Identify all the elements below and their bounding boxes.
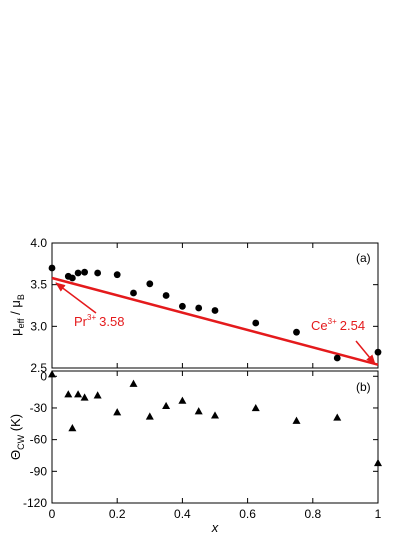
panel-b-data-point — [80, 393, 89, 401]
panel-a-data-point — [74, 269, 82, 277]
pr-annotation: Pr3+ 3.58 — [74, 313, 124, 329]
panel-b-data-point — [162, 401, 171, 410]
panel-a-data-point — [252, 319, 260, 327]
reference-line — [51, 276, 379, 366]
panel-b-x-tick-label: 1 — [375, 507, 382, 521]
panel-a-data-point — [146, 280, 154, 288]
panel-a-frame — [51, 242, 379, 369]
panel-b-y-tick-label: -60 — [30, 433, 48, 447]
panel-b-points — [48, 370, 382, 467]
panel-a-data-point — [68, 274, 76, 282]
panel-b-data-point — [194, 407, 203, 415]
panel-b-x-tick-label: 0.2 — [109, 507, 126, 521]
panel-b-data-point — [74, 390, 83, 398]
panel-b-y-tick-label: -90 — [30, 464, 48, 478]
panel-a-data-point — [374, 348, 382, 356]
panel-b-x-tick-label: 0 — [49, 507, 56, 521]
pr-arrow — [55, 282, 97, 314]
panel-a-points — [48, 264, 382, 362]
panel-b-ylabel: ΘCW (K) — [8, 414, 26, 460]
panel-b-x-tick-label: 0.4 — [174, 507, 191, 521]
panel-b-y-tick-label: -30 — [30, 401, 48, 415]
ce-arrow — [355, 340, 376, 365]
panel-a-data-point — [130, 289, 137, 297]
panel-a-data-point — [195, 304, 203, 312]
panel-a-y-tick-label: 3.5 — [30, 278, 47, 292]
panel-a-data-point — [81, 268, 88, 276]
panel-b-data-point — [251, 403, 260, 412]
panel-a-data-point — [48, 264, 56, 272]
panel-a-y-tick-label: 4.0 — [30, 236, 47, 250]
panel-b-y-tick-label: -120 — [23, 496, 47, 510]
panel-a-data-point — [94, 269, 102, 277]
panel-a-y-tick-label: 2.5 — [30, 361, 47, 375]
panel-b-data-point — [145, 412, 154, 420]
panel-b-data-point — [292, 416, 301, 424]
panel-b-y-ticks: 0 -30 -60 -90 -120 — [23, 369, 378, 510]
panel-b-data-point — [374, 458, 382, 467]
panel-b-tag: (b) — [356, 380, 371, 394]
panel-a: 2.5 3.0 3.5 4.0 (a) μeff / μB Pr3+ 3.58 Ce3+… — [8, 236, 382, 375]
panel-a-y-tick-label: 3.0 — [30, 319, 47, 333]
panel-a-x-ticks — [51, 243, 379, 368]
panel-b: 0 -30 -60 -90 -120 0 0.2 0.4 0.6 0.8 1 (b) ΘCW (K… — [8, 369, 382, 535]
panel-a-y-ticks: 2.5 3.0 3.5 4.0 — [30, 236, 378, 375]
panel-a-data-point — [113, 271, 121, 279]
panel-b-xlabel: x — [211, 520, 219, 535]
ce-annotation: Ce3+ 2.54 — [311, 317, 365, 333]
panel-a-ylabel: μeff / μB — [8, 294, 26, 336]
panel-b-data-point — [64, 390, 73, 398]
panel-b-frame — [51, 370, 379, 504]
panel-a-data-point — [293, 328, 300, 336]
panel-b-data-point — [113, 408, 122, 416]
panel-a-data-point — [162, 292, 170, 299]
panel-b-data-point — [129, 379, 138, 387]
panel-b-x-ticks: 0 0.2 0.4 0.6 0.8 1 — [49, 371, 382, 521]
panel-b-x-tick-label: 0.6 — [239, 507, 256, 521]
panel-a-data-point — [179, 302, 186, 310]
panel-b-data-point — [333, 413, 342, 421]
panel-a-tag: (a) — [356, 251, 371, 265]
panel-b-data-point — [68, 424, 77, 432]
panel-b-y-tick-label: 0 — [40, 369, 47, 383]
panel-b-data-point — [211, 411, 219, 419]
panel-a-data-point — [333, 354, 341, 362]
panel-b-x-tick-label: 0.8 — [304, 507, 321, 521]
panel-b-data-point — [48, 370, 56, 378]
panel-b-data-point — [178, 396, 187, 404]
panel-a-data-point — [211, 307, 219, 314]
panel-b-data-point — [93, 391, 102, 399]
